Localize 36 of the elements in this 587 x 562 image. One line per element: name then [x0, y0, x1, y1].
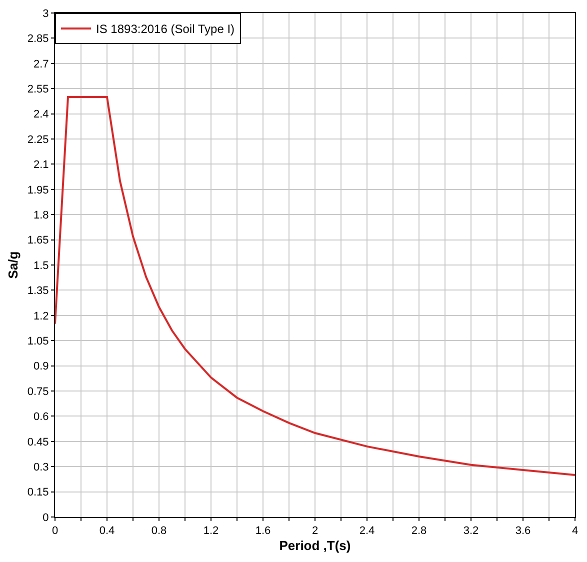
- x-tick-label: 0.8: [151, 525, 167, 538]
- y-tick-label: 2.55: [27, 83, 49, 96]
- x-tick-label: 2: [312, 525, 318, 538]
- y-tick-label: 0.3: [34, 461, 49, 474]
- y-tick-label: 1.65: [27, 234, 49, 247]
- y-tick-label: 0.45: [27, 436, 49, 448]
- y-tick-label: 0: [42, 512, 49, 524]
- y-tick-label: 2.25: [27, 134, 49, 146]
- y-tick-label: 0.9: [34, 360, 49, 373]
- x-tick-label: 2.4: [359, 525, 375, 538]
- y-tick-label: 1.8: [34, 209, 49, 222]
- y-tick-label: 0.15: [27, 486, 49, 499]
- x-tick-label: 4: [572, 525, 578, 538]
- x-axis-title: Period ,T(s): [279, 538, 351, 553]
- x-tick-label: 0.4: [99, 525, 115, 538]
- x-tick-label: 1.6: [255, 525, 271, 538]
- x-tick-label: 3.6: [515, 525, 531, 538]
- x-tick-label: 2.8: [411, 525, 427, 538]
- y-tick-label: 1.35: [27, 285, 49, 298]
- y-tick-label: 2.7: [34, 58, 49, 70]
- x-tick-label: 3.2: [463, 525, 479, 538]
- y-tick-label: 1.05: [27, 335, 49, 348]
- y-tick-label: 2.1: [34, 159, 49, 172]
- x-tick-label: 1.2: [203, 525, 219, 538]
- y-tick-label: 1.95: [27, 184, 49, 196]
- y-tick-label: 0.6: [34, 411, 49, 424]
- y-tick-label: 3: [42, 8, 49, 20]
- y-axis-title: Sa/g: [5, 251, 20, 279]
- y-tick-label: 1.5: [34, 260, 49, 272]
- legend-label: IS 1893:2016 (Soil Type I): [96, 22, 235, 36]
- y-tick-label: 2.4: [34, 108, 49, 121]
- y-tick-label: 0.75: [27, 386, 49, 398]
- y-tick-label: 1.2: [34, 310, 49, 322]
- x-tick-label: 0: [52, 525, 58, 538]
- y-tick-label: 2.85: [27, 33, 49, 46]
- line-series: [55, 96, 575, 476]
